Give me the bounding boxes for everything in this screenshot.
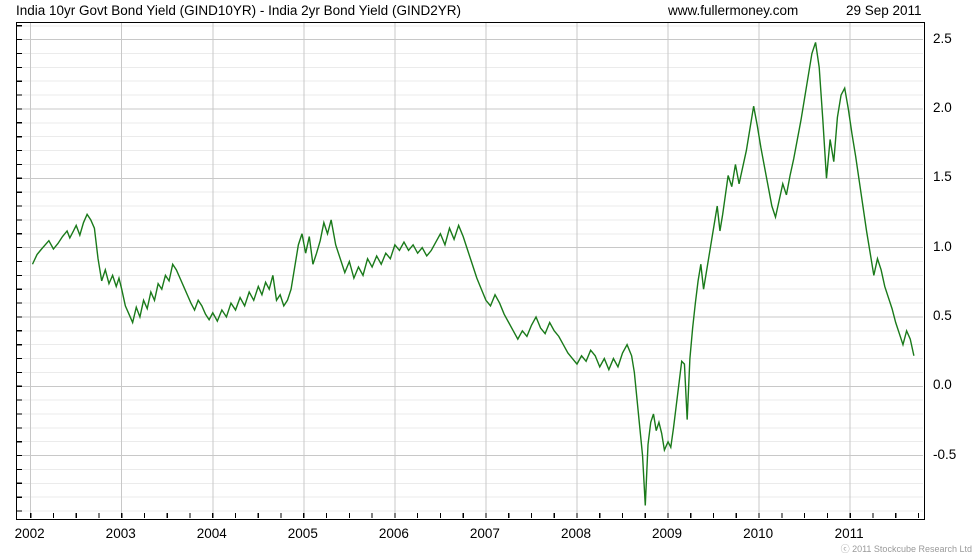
- y-axis-tick-label: 0.5: [933, 307, 952, 323]
- y-axis-tick-label: 2.5: [933, 30, 952, 46]
- series-line-layer: [31, 42, 915, 506]
- x-axis-tick-label: 2003: [105, 526, 136, 541]
- chart-date-label: 29 Sep 2011: [846, 3, 922, 18]
- plot-area: [16, 22, 925, 520]
- chart-title: India 10yr Govt Bond Yield (GIND10YR) - …: [16, 3, 461, 18]
- chart-plot-svg: [17, 23, 923, 518]
- x-axis-tick-label: 2007: [469, 526, 500, 541]
- y-axis-tick-label: 2.0: [933, 99, 952, 115]
- x-axis-labels: 2002 2003 2004 2005 2006 2007 2008 2009 2010 2011: [0, 524, 980, 546]
- source-website-label: www.fullermoney.com: [668, 3, 799, 18]
- x-axis-tick-label: 2009: [652, 526, 683, 541]
- x-axis-tick-label: 2006: [378, 526, 409, 541]
- x-axis-tick-label: 2010: [743, 526, 774, 541]
- y-axis-labels: 2.5 2.0 1.5 1.0 0.5 0.0 -0.5: [929, 0, 980, 560]
- x-axis-tick-label: 2004: [196, 526, 227, 541]
- chart-header: India 10yr Govt Bond Yield (GIND10YR) - …: [0, 0, 980, 22]
- x-axis-tick-label: 2002: [14, 526, 45, 541]
- x-axis-tick-label: 2008: [560, 526, 592, 541]
- series-line: [31, 42, 915, 506]
- y-axis-tick-label: -0.5: [933, 446, 957, 462]
- y-axis-tick-label: 1.5: [933, 169, 952, 185]
- x-axis-tick-label: 2011: [834, 526, 864, 541]
- major-gridlines: [17, 23, 923, 518]
- y-axis-tick-label: 0.0: [933, 377, 952, 393]
- copyright-notice: ⓒ 2011 Stockcube Research Ltd: [840, 544, 972, 554]
- x-axis-tick-label: 2005: [287, 526, 318, 541]
- y-axis-tick-label: 1.0: [933, 238, 952, 254]
- horizontal-minor-gridlines: [17, 25, 923, 512]
